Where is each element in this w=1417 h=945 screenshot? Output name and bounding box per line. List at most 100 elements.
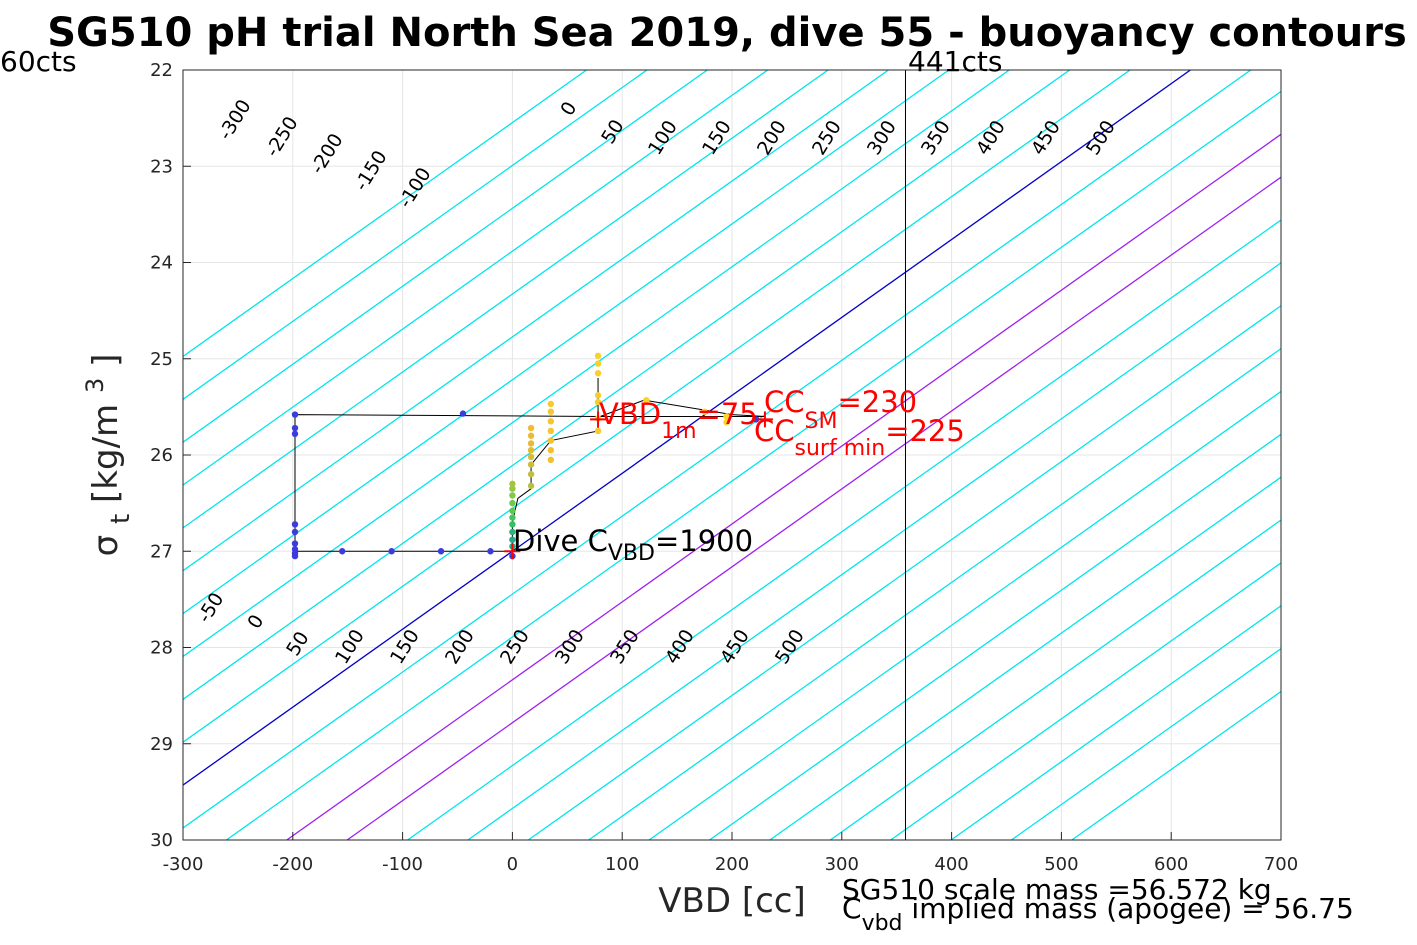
dive-c-vbd-annotation: Dive CVBD=1900 — [513, 524, 753, 566]
grid-lines — [183, 70, 1281, 840]
y-label-units: [kg/m — [86, 404, 126, 503]
data-point — [594, 427, 602, 435]
contour-line — [467, 262, 1281, 840]
y-tick-label: 27 — [150, 541, 173, 562]
y-tick-label: 28 — [150, 638, 173, 659]
data-point — [459, 410, 467, 417]
vbd-1m-annotation: VBD1m=75 — [599, 397, 758, 444]
data-point — [527, 461, 535, 468]
data-point — [547, 418, 555, 425]
contour-line — [183, 70, 708, 443]
data-point — [527, 471, 535, 478]
data-point — [547, 408, 555, 415]
contour-line — [183, 70, 587, 358]
contour-line — [407, 219, 1281, 840]
data-point — [547, 446, 555, 454]
contour-line — [346, 176, 1281, 840]
y-tick-label: 24 — [150, 253, 173, 274]
data-point — [509, 507, 516, 515]
x-tick-label: 400 — [934, 854, 968, 875]
data-point — [291, 540, 299, 547]
contour-line — [183, 70, 1010, 658]
x-tick-label: 300 — [825, 854, 859, 875]
contour-line — [183, 70, 889, 572]
contour-line — [183, 70, 769, 486]
contour-line — [588, 347, 1281, 840]
contour-line — [183, 70, 1191, 786]
x-tick-label: 0 — [507, 854, 518, 875]
data-point — [527, 453, 535, 461]
contour-line — [829, 519, 1281, 840]
data-point — [509, 536, 516, 543]
x-tick-label: 100 — [605, 854, 639, 875]
contour-line — [183, 70, 648, 401]
data-point — [527, 424, 535, 432]
implied-mass-footer: Cvbd implied mass (apogee) = 56.75 — [842, 892, 1354, 936]
y-label-end: ] — [86, 354, 126, 367]
x-tick-label: 200 — [715, 854, 749, 875]
x-tick-label: -200 — [272, 854, 313, 875]
y-label-sigma: σ — [86, 535, 126, 557]
right-vbd-counts-label: 441cts — [908, 45, 1002, 78]
key-markers — [504, 411, 773, 560]
vbd-1m-post: =75 — [697, 397, 758, 431]
contour-line — [890, 562, 1281, 840]
data-point — [527, 446, 535, 454]
cc-sm-post: =230 — [837, 385, 917, 419]
data-point — [594, 398, 602, 406]
x-tick-label: 700 — [1264, 854, 1298, 875]
x-tick-label: 500 — [1044, 854, 1078, 875]
data-point — [291, 430, 299, 438]
y-tick-label: 23 — [150, 156, 173, 177]
y-tick-label: 26 — [150, 445, 173, 466]
y-tick-label: 22 — [150, 60, 173, 81]
y-tick-label: 30 — [150, 830, 173, 851]
buoyancy-contours — [183, 70, 1281, 840]
x-tick-label: -100 — [382, 854, 423, 875]
contour-line — [183, 70, 950, 615]
contour-line — [286, 133, 1281, 840]
data-point — [437, 548, 445, 555]
dive-data-points — [291, 352, 760, 560]
y-tick-label: 25 — [150, 349, 173, 370]
data-point — [291, 424, 299, 432]
implied-mass-post: implied mass (apogee) = 56.75 — [903, 892, 1354, 925]
cc-sm-sup: SM — [805, 409, 838, 434]
data-point — [723, 413, 730, 420]
data-point — [388, 548, 395, 555]
contour-line — [527, 304, 1281, 840]
cc-surf-min-pre: CC — [754, 414, 795, 448]
x-axis-label: VBD [cc] — [658, 881, 806, 921]
contour-line — [183, 70, 1131, 743]
data-point — [723, 419, 730, 426]
y-label-sub: t — [106, 514, 136, 524]
contour-line — [950, 605, 1281, 840]
data-point — [291, 521, 299, 528]
x-tick-label: -300 — [163, 854, 204, 875]
dive-c-vbd-post: =1900 — [655, 524, 753, 558]
implied-mass-pre: C — [842, 892, 862, 925]
data-point — [701, 408, 708, 415]
dive-c-vbd-sub: VBD — [608, 541, 655, 566]
data-point — [547, 456, 555, 464]
contour-line — [183, 70, 829, 529]
scale-mass-footer: SG510 scale mass =56.572 kg — [842, 873, 1272, 906]
svg-text:σ t [kg/m 3: σ t [kg/m 3 ] — [72, 354, 138, 557]
data-point — [291, 552, 299, 560]
cc-surf-min-sub: surf min — [795, 436, 886, 461]
data-point — [487, 548, 494, 555]
data-point — [594, 369, 602, 377]
cc-sm-pre: CC — [764, 385, 805, 419]
x-axis-ticks: -300 -200 -100 0 100 200 300 400 500 600 700 — [163, 832, 1298, 875]
data-point — [547, 400, 555, 408]
contour-line — [1071, 690, 1281, 840]
data-point — [291, 411, 299, 418]
cc-surf-min-post: =225 — [885, 414, 965, 448]
cc-sm-annotation: CCSM=230 — [764, 385, 917, 434]
left-vbd-counts-label: 60cts — [0, 45, 77, 78]
data-point — [509, 514, 516, 521]
data-point — [527, 482, 535, 489]
contour-line — [648, 390, 1281, 840]
data-point — [339, 548, 346, 555]
